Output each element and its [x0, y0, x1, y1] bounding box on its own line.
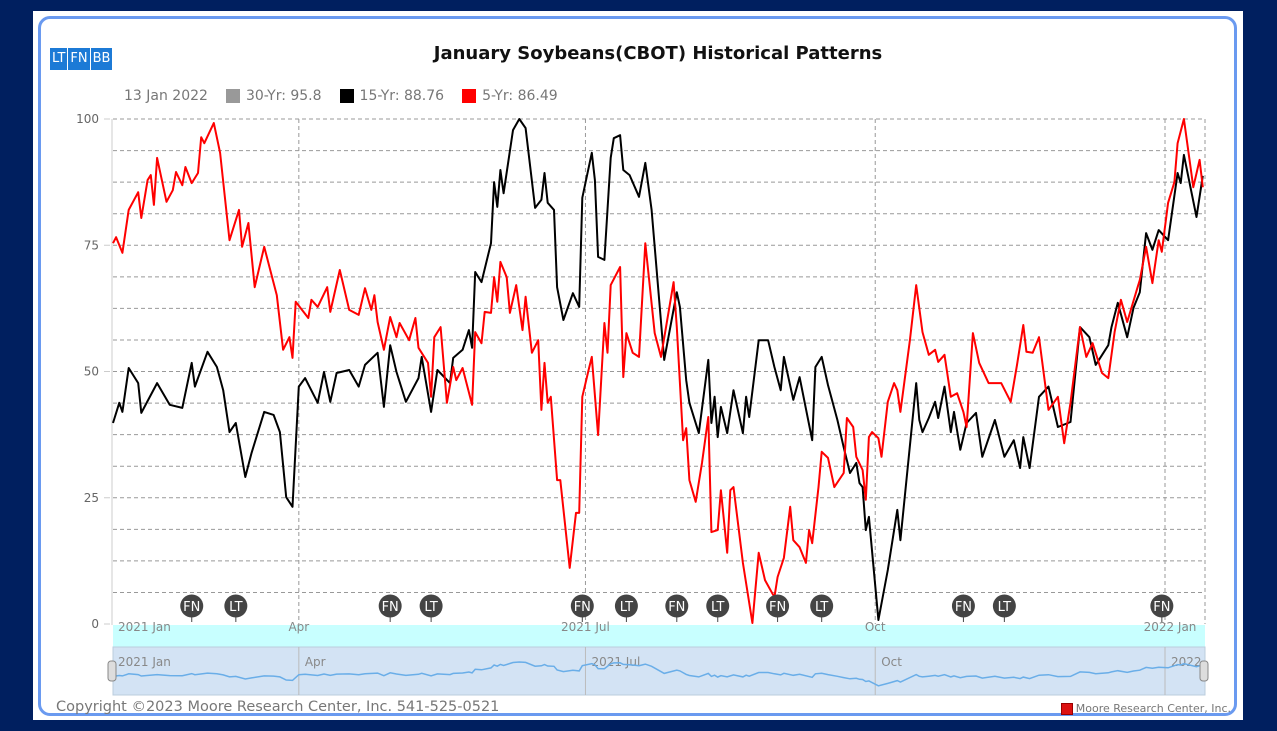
x-tick-label: 2022 Jan [1144, 620, 1197, 634]
chart-title: January Soybeans(CBOT) Historical Patter… [433, 43, 883, 64]
legend-date: 13 Jan 2022 [124, 88, 208, 104]
navigator-handle-right[interactable] [1199, 660, 1209, 682]
chart-mode-buttons: LT FN BB [50, 48, 113, 70]
y-tick-label: 25 [84, 491, 99, 505]
legend-item-30yr[interactable]: 30-Yr: 95.8 [245, 88, 322, 104]
marker-label: LT [711, 600, 724, 615]
x-tick-label: 2021 Jul [561, 620, 610, 634]
legend-item-5yr[interactable]: 5-Yr: 86.49 [482, 88, 558, 104]
marker-lt-badge [419, 594, 443, 618]
x-tick-label: 2021 Jan [118, 620, 171, 634]
bb-button[interactable]: BB [90, 48, 113, 70]
chart-frame [38, 16, 1237, 716]
copyright-text: Copyright ©2023 Moore Research Center, I… [56, 699, 500, 715]
credit-text: Moore Research Center, Inc. [1075, 702, 1231, 715]
marker-lt-badge [224, 594, 248, 618]
y-tick-label: 50 [84, 365, 99, 379]
series-line-5-yr [112, 118, 1204, 624]
marker-label: FN [955, 600, 972, 615]
marker-lt-badge [614, 594, 638, 618]
marker-fn-badge [1150, 594, 1174, 618]
marker-fn-badge [951, 594, 975, 618]
marker-label: LT [815, 600, 828, 615]
navigator-label: Apr [305, 655, 326, 669]
marker-fn-badge [378, 594, 402, 618]
marker-label: FN [769, 600, 786, 615]
marker-label: FN [668, 600, 685, 615]
marker-fn-badge [766, 594, 790, 618]
y-tick-label: 0 [91, 617, 99, 631]
marker-label: LT [229, 600, 242, 615]
marker-fn-badge [180, 594, 204, 618]
marker-label: LT [620, 600, 633, 615]
marker-label: FN [1153, 600, 1170, 615]
lt-button[interactable]: LT [50, 48, 68, 70]
marker-label: FN [382, 600, 399, 615]
marker-label: FN [183, 600, 200, 615]
x-axis-band [113, 625, 1205, 647]
y-tick-label: 75 [84, 238, 99, 252]
marker-fn-badge [665, 594, 689, 618]
legend-swatch-5yr [462, 89, 477, 103]
navigator-label: 2021 Jul [591, 655, 640, 669]
marker-lt-badge [810, 594, 834, 618]
navigator-handle-left[interactable] [107, 660, 117, 682]
marker-label: LT [424, 600, 437, 615]
x-tick-label: Oct [865, 620, 886, 634]
legend-swatch-15yr [339, 89, 354, 103]
fn-button[interactable]: FN [68, 48, 90, 70]
marker-fn-badge [570, 594, 594, 618]
y-tick-label: 100 [76, 112, 99, 126]
legend: 13 Jan 2022 30-Yr: 95.8 15-Yr: 88.76 5-Y… [124, 88, 558, 104]
x-tick-label: Apr [288, 620, 309, 634]
series-line-15-yr [112, 118, 1204, 621]
legend-item-15yr[interactable]: 15-Yr: 88.76 [359, 88, 445, 104]
marker-lt-badge [706, 594, 730, 618]
navigator-label: 2021 Jan [118, 655, 171, 669]
navigator-label: Oct [881, 655, 902, 669]
moore-logo-icon [1060, 702, 1073, 715]
marker-label: LT [998, 600, 1011, 615]
marker-lt-badge [992, 594, 1016, 618]
credit[interactable]: Moore Research Center, Inc. [1060, 702, 1231, 715]
legend-swatch-30yr [225, 89, 240, 103]
marker-label: FN [574, 600, 591, 615]
navigator-series-line [112, 661, 1204, 687]
